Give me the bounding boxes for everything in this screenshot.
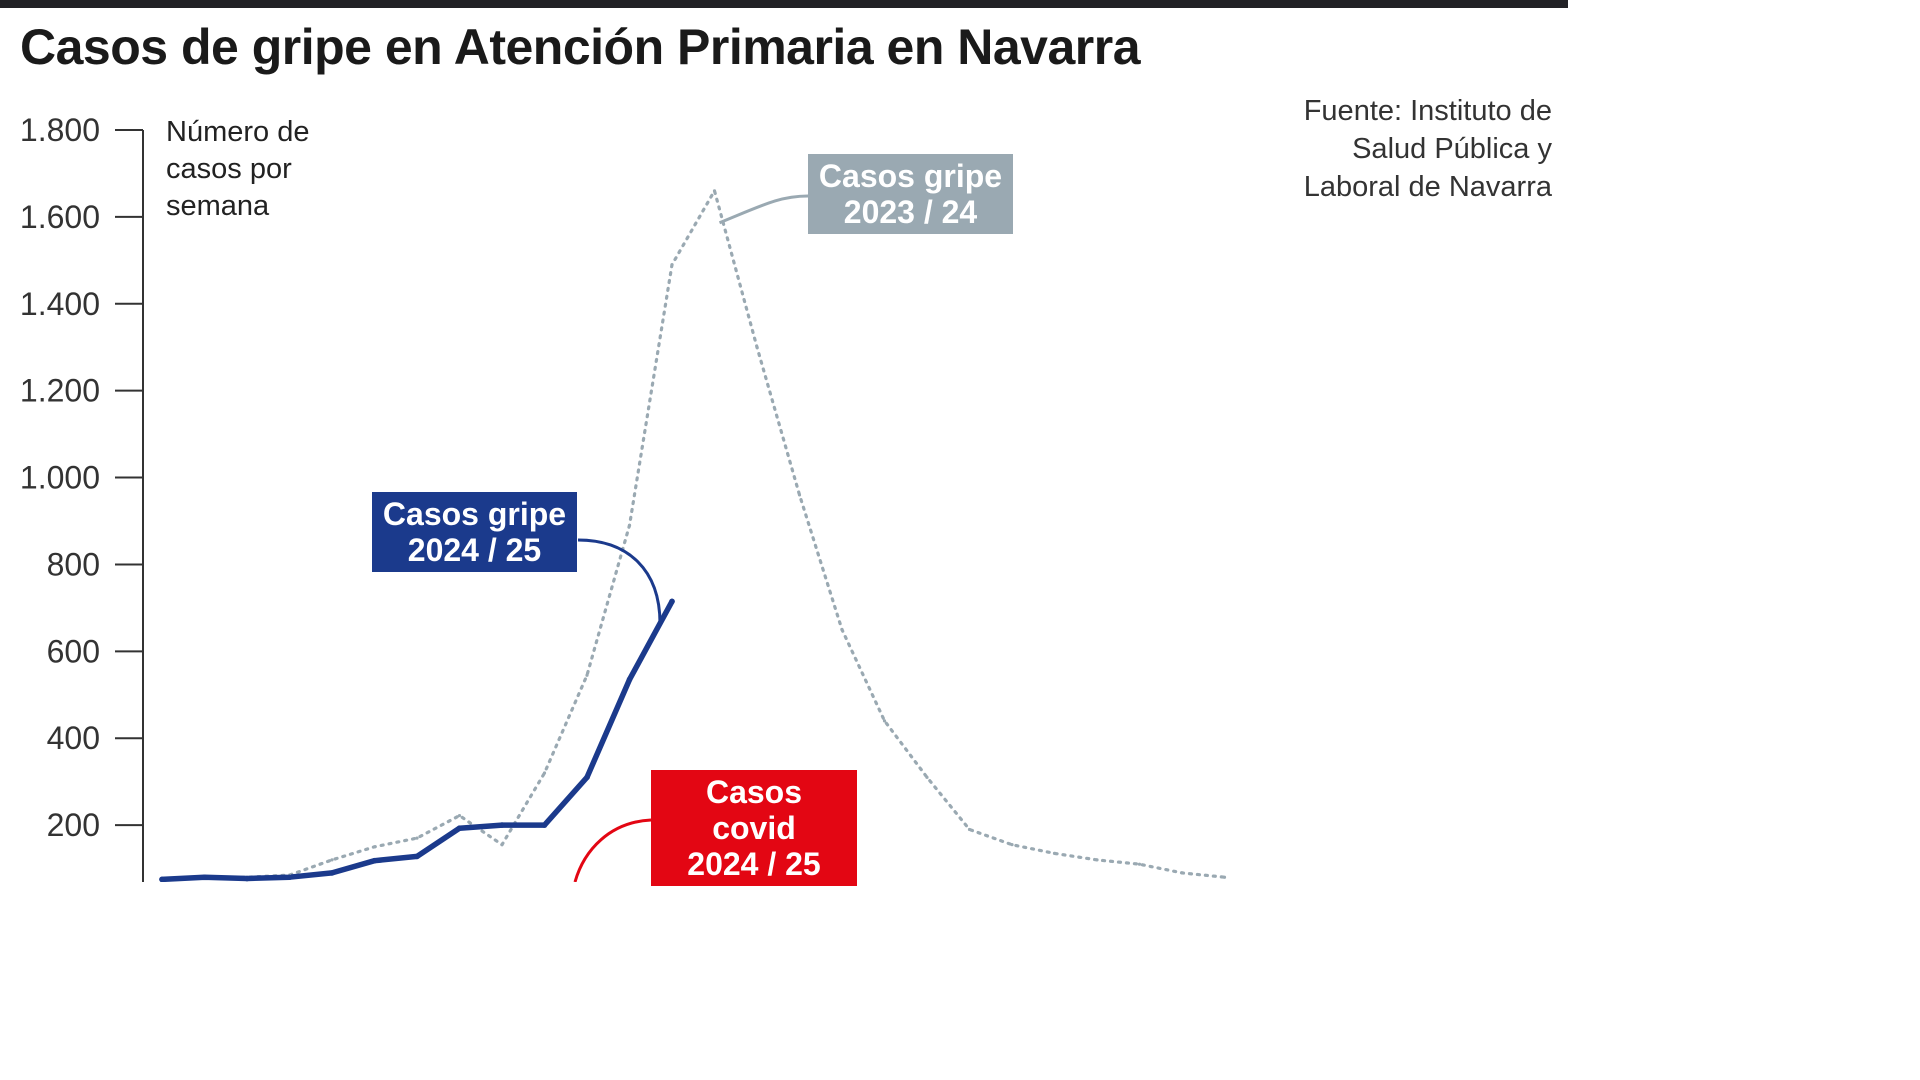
y-axis-label-line: semana [166,190,270,222]
point-gripe-2023-24 [840,628,844,632]
point-gripe-2024-25 [626,676,633,683]
point-gripe-2023-24 [967,827,972,832]
point-gripe-2023-24 [797,493,802,497]
point-gripe-2023-24 [755,345,759,349]
leader-line-gripe-2024-25 [577,538,662,624]
point-gripe-2023-24 [1052,851,1057,855]
point-gripe-2023-24 [1180,871,1184,875]
y-tick-label: 1.800 [20,112,100,148]
y-tick-label: 1.000 [20,460,100,496]
callout-line: Casos gripe [818,158,1003,194]
point-gripe-2024-25 [669,598,675,605]
y-tick-label: 400 [47,720,100,756]
y-tick-label: 800 [47,546,100,582]
point-gripe-2024-25 [541,822,548,828]
y-axis-label-line: casos por [166,153,292,185]
point-gripe-2023-24 [627,523,632,527]
point-gripe-2023-24 [712,189,717,193]
point-gripe-2023-24 [1095,858,1099,862]
callout-gripe-2024-25: Casos gripe 2024 / 25 [372,492,577,572]
point-gripe-2023-24 [542,771,547,775]
point-gripe-2024-25 [414,853,420,860]
y-tick-label: 600 [47,633,100,669]
point-gripe-2024-25 [159,876,165,882]
callout-line: 2023 / 24 [843,194,978,230]
source-line: Fuente: Instituto de [1303,95,1552,127]
series-line-gripe-2023-24 [160,189,1227,881]
callout-line: Casos gripe [382,496,567,532]
chart-title: Casos de gripe en Atención Primaria en N… [20,19,1141,75]
leader-line-covid-2024-25 [573,818,652,882]
source-line: Salud Pública y [1352,133,1552,165]
callout-gripe-2023-24: Casos gripe 2023 / 24 [808,154,1013,234]
point-gripe-2024-25 [201,874,208,881]
callout-line: 2024 / 25 [687,846,821,882]
y-tick-label: 1.600 [20,199,100,235]
y-axis-label-line: Número de [166,116,310,148]
point-gripe-2023-24 [330,858,334,862]
y-axis-label: Número de casos por semana [166,114,356,225]
point-gripe-2023-24 [882,719,887,723]
point-gripe-2024-25 [584,774,590,781]
y-tick-label: 1.200 [20,373,100,409]
line-chart: 200 400 600 800 1.000 1.200 1.400 1.600 1.800 [20,112,1227,882]
leader-line-gripe-2023-24 [718,194,809,225]
point-gripe-2024-25 [499,822,505,828]
callout-covid-2024-25: Casos covid 2024 / 25 [651,770,857,886]
point-gripe-2024-25 [286,874,293,881]
point-gripe-2023-24 [457,813,462,818]
point-gripe-2023-24 [1010,843,1014,847]
top-bar [0,0,1568,8]
callout-line: 2024 / 25 [407,532,542,568]
point-gripe-2024-25 [329,870,335,876]
point-gripe-2023-24 [670,263,674,267]
point-gripe-2023-24 [1137,862,1142,866]
source-line: Laboral de Navarra [1303,171,1552,203]
point-gripe-2024-25 [456,825,463,831]
point-gripe-2024-25 [244,875,250,882]
y-tick-label: 1.400 [20,286,100,322]
point-gripe-2023-24 [925,775,929,779]
point-gripe-2023-24 [585,673,589,677]
y-tick-label: 200 [47,807,100,843]
point-gripe-2023-24 [372,845,377,849]
callout-line: Casos covid [705,774,803,846]
point-gripe-2023-24 [415,836,419,840]
point-gripe-2024-25 [371,857,378,864]
source-note: Fuente: Instituto de Salud Pública y Lab… [1252,92,1552,206]
point-gripe-2023-24 [1222,875,1227,879]
point-gripe-2023-24 [500,843,504,847]
